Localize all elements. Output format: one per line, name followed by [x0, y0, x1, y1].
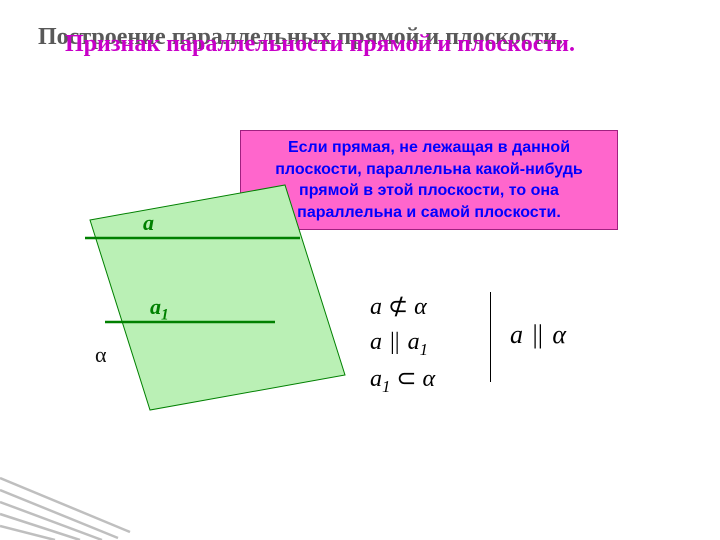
math-line2: a || a1: [370, 325, 435, 362]
label-a1-sub: 1: [161, 306, 169, 323]
m3rel: ⊂: [396, 366, 416, 392]
label-alpha: α: [95, 342, 107, 368]
m2b: a: [408, 329, 420, 355]
m1a: a: [370, 294, 382, 320]
mc-rel: ||: [530, 320, 546, 349]
geometry-svg: [0, 0, 720, 540]
label-alpha-text: α: [95, 342, 107, 367]
plane-alpha: [90, 185, 345, 410]
math-premises: a ⊄ α a || a1 a1 ⊂ α: [370, 290, 435, 399]
m3b: α: [423, 366, 436, 392]
m1rel: ⊄: [388, 294, 408, 320]
mc-a: a: [510, 320, 523, 349]
label-a1: a1: [150, 294, 169, 324]
math-conclusion: a || α: [510, 320, 566, 350]
m3asub: 1: [382, 377, 390, 396]
math-line1: a ⊄ α: [370, 290, 435, 325]
label-a: a: [143, 210, 154, 236]
math-line3: a1 ⊂ α: [370, 362, 435, 399]
corner-decoration: [0, 478, 130, 540]
m3a: a: [370, 366, 382, 392]
m2a: a: [370, 329, 382, 355]
m2bsub: 1: [420, 340, 428, 359]
mc-b: α: [552, 320, 566, 349]
label-a1-text: a: [150, 294, 161, 319]
m1b: α: [414, 294, 427, 320]
label-a-text: a: [143, 210, 154, 235]
math-divider: [490, 292, 491, 382]
m2rel: ||: [388, 329, 402, 355]
